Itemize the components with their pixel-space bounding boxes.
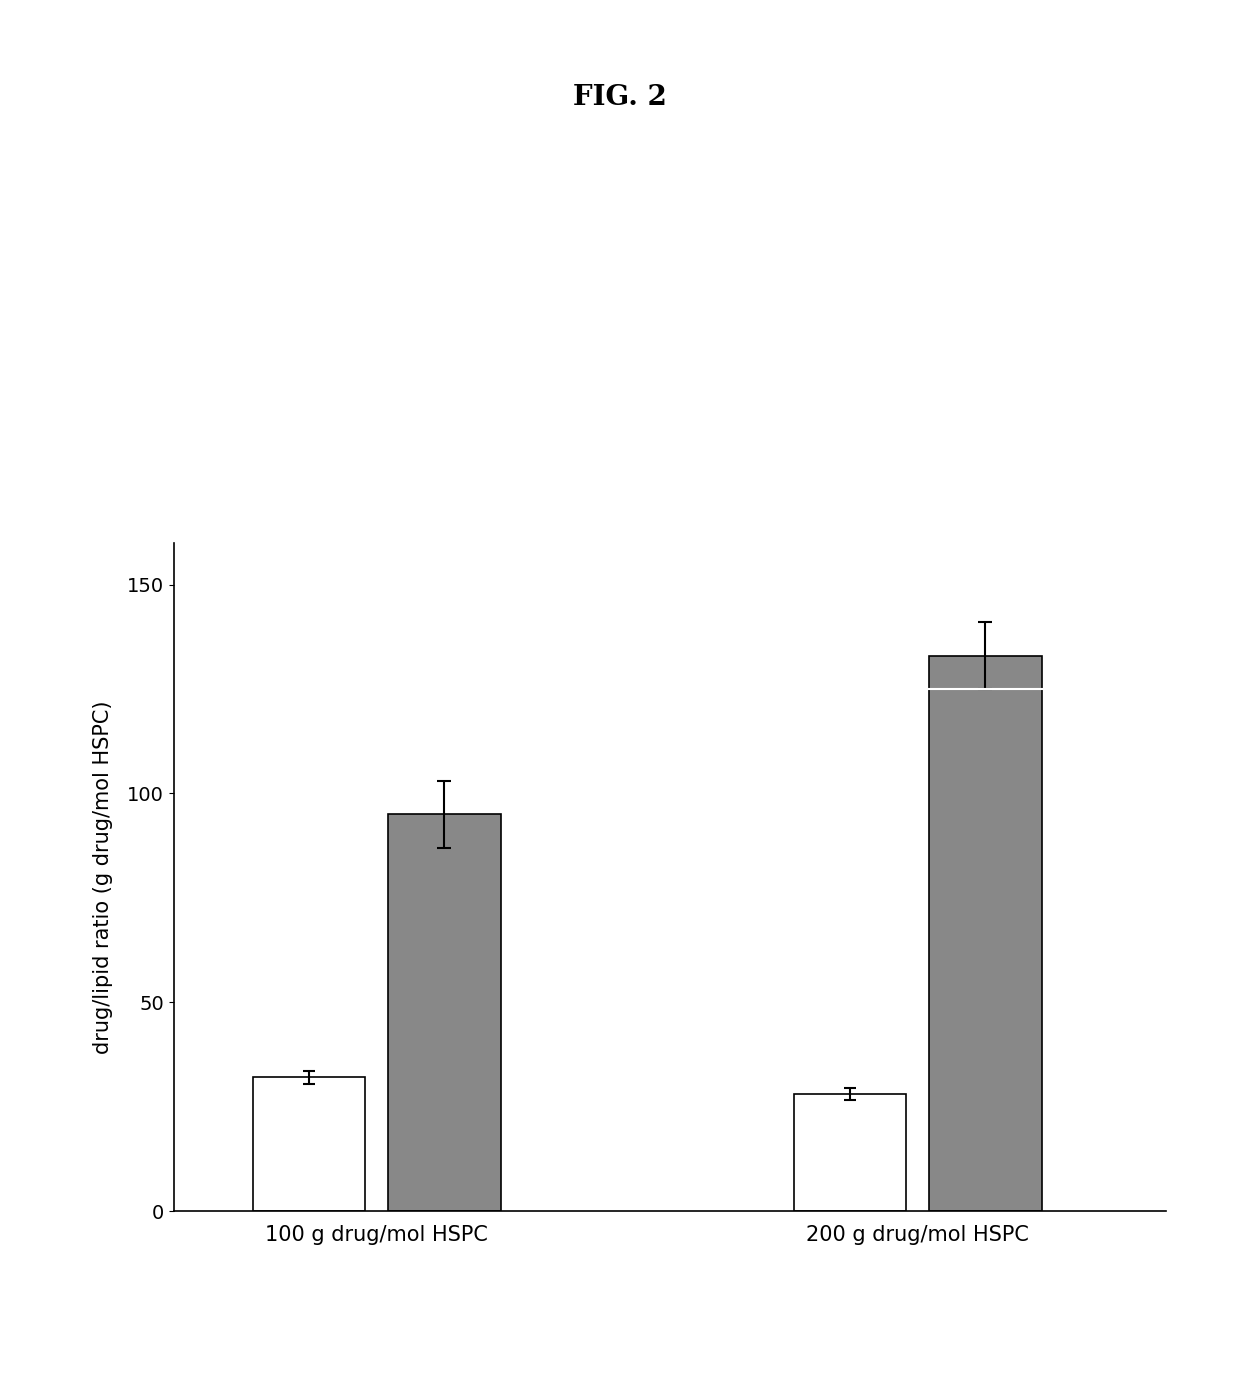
Bar — [794, 1094, 906, 1211]
Bar — [388, 814, 501, 1211]
Bar — [929, 656, 1042, 1211]
Y-axis label: drug/lipid ratio (g drug/mol HSPC): drug/lipid ratio (g drug/mol HSPC) — [93, 700, 113, 1054]
Text: FIG. 2: FIG. 2 — [573, 84, 667, 111]
Bar — [253, 1077, 366, 1211]
